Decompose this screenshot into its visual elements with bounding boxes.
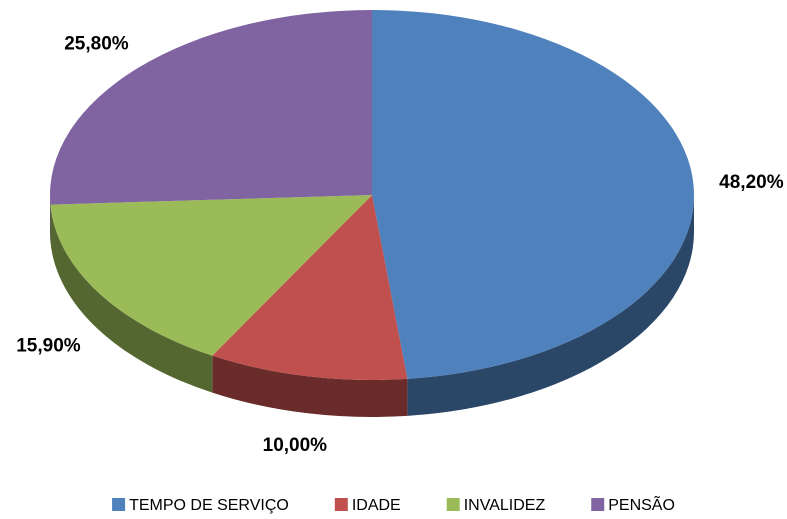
- value-label: 25,80%: [64, 34, 129, 55]
- value-label: 15,90%: [16, 335, 81, 356]
- slice: [372, 10, 695, 379]
- legend-swatch: [112, 498, 126, 511]
- legend-label: INVALIDEZ: [464, 497, 546, 514]
- slice: [212, 195, 408, 380]
- legend-label: TEMPO DE SERVIÇO: [129, 497, 289, 514]
- slice-side: [212, 355, 408, 418]
- legend-label: PENSÃO: [608, 494, 675, 514]
- slice-side: [50, 204, 213, 393]
- legend-swatch: [446, 498, 460, 511]
- slice-side: [407, 195, 695, 416]
- value-label: 48,20%: [719, 172, 784, 193]
- slice: [50, 195, 372, 356]
- legend-swatch: [334, 498, 348, 511]
- slice: [50, 10, 373, 205]
- legend-label: IDADE: [352, 497, 401, 514]
- value-label: 10,00%: [263, 435, 328, 456]
- legend-swatch: [591, 498, 605, 511]
